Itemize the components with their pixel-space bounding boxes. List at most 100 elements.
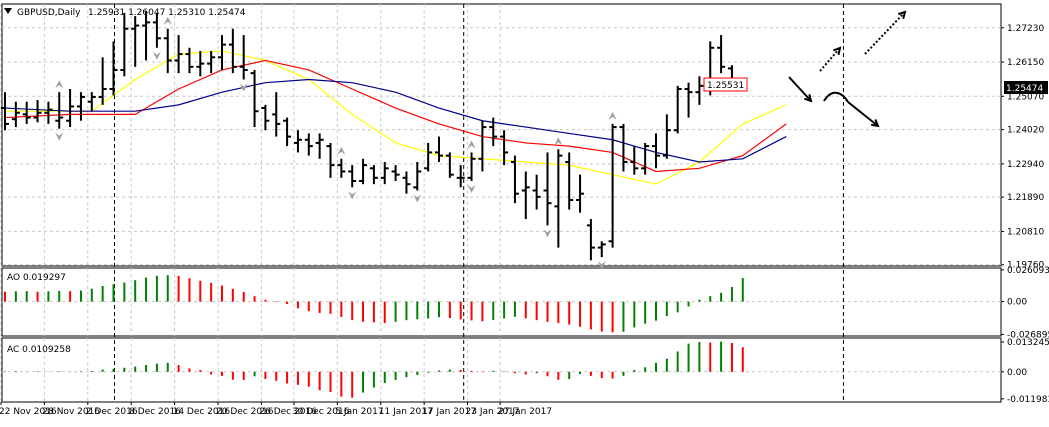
price-tick-label: 1.21890 <box>1007 193 1044 203</box>
chart-symbol-title: GBPUSD,Daily <box>17 8 81 18</box>
ac-title: AC 0.0109258 <box>7 345 71 355</box>
ohlc-bar <box>272 92 281 137</box>
fractal-up-icon <box>55 80 64 89</box>
forecast-arrow-dotted <box>819 47 841 72</box>
ohlc-bar <box>261 104 270 131</box>
ohlc-bar <box>218 35 226 70</box>
price-pane-frame <box>1 3 1002 267</box>
collapse-triangle-icon[interactable] <box>4 8 12 14</box>
ohlc-bar <box>565 152 574 210</box>
fractal-up-icon <box>163 16 172 25</box>
fractal-up-icon <box>608 111 617 120</box>
ohlc-bar <box>424 142 433 172</box>
ohlc-bar <box>174 35 183 74</box>
ohlc-bar <box>489 117 498 147</box>
ohlc-bar <box>1 92 9 131</box>
ohlc-bar <box>608 123 617 248</box>
ohlc-bar <box>673 85 682 134</box>
ohlc-bar <box>152 12 161 48</box>
time-tick-label: 17 Jan 2017 <box>422 407 476 417</box>
ohlc-bar <box>304 133 313 156</box>
time-tick-label: 8 Dec 2016 <box>129 407 181 417</box>
ohlc-bar <box>142 11 151 61</box>
ohlc-bar <box>478 120 487 172</box>
time-tick-label: 14 Dec 2016 <box>173 407 231 417</box>
ohlc-bar <box>315 133 324 159</box>
fractal-down-icon <box>152 51 161 60</box>
ohlc-bar <box>326 142 335 178</box>
osc-tick-label: -0.026895 <box>1007 330 1049 340</box>
osc-tick-label: 0.00 <box>1007 298 1027 308</box>
ohlc-bar <box>293 130 302 153</box>
time-tick-label: 2 Dec 2016 <box>86 407 138 417</box>
ohlc-bar <box>55 92 64 129</box>
marked-price-tag <box>703 77 748 92</box>
ohlc-bar <box>131 16 140 67</box>
ohlc-bar <box>207 50 216 74</box>
time-tick-label: 22 Nov 2016 <box>0 407 57 417</box>
forecast-arrow-dotted <box>864 11 906 55</box>
ohlc-bar <box>359 158 368 185</box>
osc-tick-label: 0.026093 <box>1007 266 1049 276</box>
ohlc-bar <box>250 69 259 128</box>
fractal-down-icon <box>597 261 606 270</box>
ohlc-bar <box>695 76 704 105</box>
price-tick-label: 1.22940 <box>1007 160 1044 170</box>
ohlc-bar <box>22 101 31 124</box>
ohlc-bar <box>576 174 585 213</box>
ohlc-bar <box>391 165 400 181</box>
time-tick-label: 11 Jan 2017 <box>379 407 433 417</box>
fractal-down-icon <box>55 132 64 141</box>
ohlc-bar <box>11 101 20 128</box>
fractal-down-icon <box>543 229 552 238</box>
ohlc-bar <box>684 82 693 118</box>
fractal-down-icon <box>413 194 422 203</box>
time-tick-label: 27 Jan 2017 <box>498 407 552 417</box>
ohlc-bar <box>185 47 194 74</box>
ohlc-bar <box>228 28 237 74</box>
ohlc-bar <box>283 117 292 147</box>
forecast-arrow-dotted-head <box>833 46 842 56</box>
ohlc-bar <box>456 165 465 188</box>
time-tick-label: 5 Jan 2017 <box>335 407 383 417</box>
ohlc-bar <box>586 219 595 261</box>
ohlc-bar <box>348 165 357 188</box>
forecast-arrow <box>788 76 812 102</box>
osc-tick-label: 0.00 <box>1007 368 1027 378</box>
ohlc-bar <box>380 161 389 185</box>
ohlc-bar <box>543 152 552 226</box>
ohlc-bar <box>554 149 563 248</box>
ohlc-bar <box>717 35 726 74</box>
forecast-arrow-head <box>870 119 880 128</box>
ohlc-bar <box>44 101 53 124</box>
ohlc-readout: 1.25931 1.26047 1.25310 1.25474 <box>88 8 246 18</box>
ohlc-bar <box>239 35 248 80</box>
price-tick-label: 1.26150 <box>1007 58 1044 68</box>
ohlc-bar <box>66 89 75 128</box>
current-price-label: 1.25474 <box>1006 84 1043 94</box>
ohlc-bar <box>510 155 519 204</box>
ohlc-bar <box>641 142 650 175</box>
ohlc-bar <box>532 174 541 210</box>
ohlc-bar <box>87 92 96 112</box>
ohlc-bar <box>109 41 118 96</box>
ohlc-bar <box>662 114 671 159</box>
current-price-tag <box>1004 81 1048 94</box>
ohlc-bar <box>120 12 129 77</box>
price-tick-label: 1.20810 <box>1007 227 1044 237</box>
fractal-down-icon <box>348 191 357 200</box>
forecast-curve <box>823 91 849 103</box>
fractal-up-icon <box>467 140 476 149</box>
ma-blue-line <box>4 78 787 163</box>
time-tick-label: 30 Dec 2016 <box>292 407 350 417</box>
time-tick-label: 23 Jan 2017 <box>466 407 520 417</box>
fractal-up-icon <box>337 146 346 155</box>
ma-red-line <box>4 59 787 173</box>
forecast-arrow-head <box>804 93 813 103</box>
price-tick-label: 1.24020 <box>1007 126 1044 136</box>
osc-tick-label: -0.011983 <box>1007 395 1049 405</box>
fractal-down-icon <box>467 184 476 193</box>
fractal-up-icon <box>554 137 563 146</box>
